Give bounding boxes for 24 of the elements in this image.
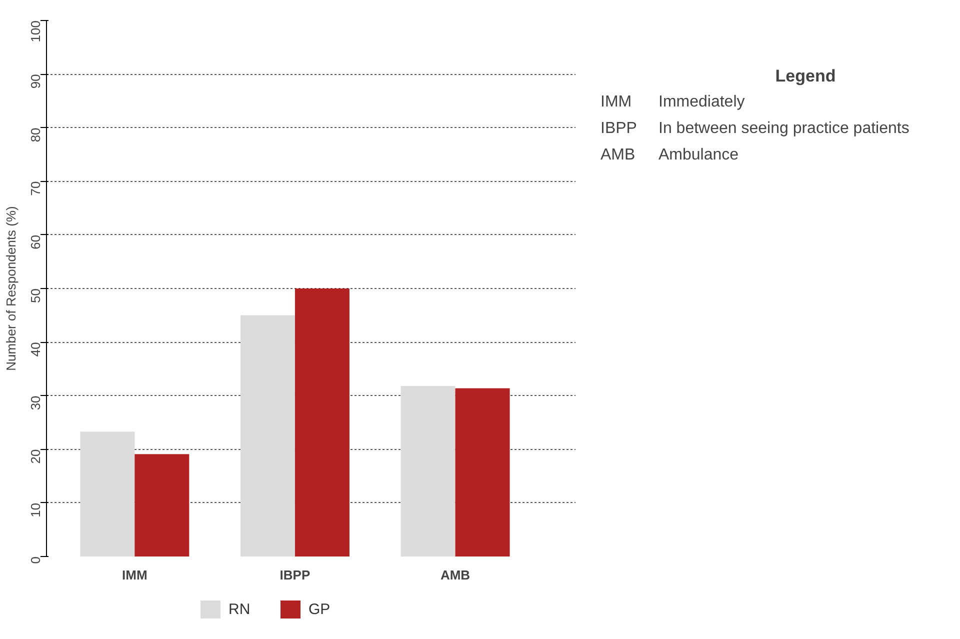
y-tick-label: 10 — [28, 502, 43, 518]
text: IMM — [600, 94, 632, 111]
y-axis-title: Number of Respondents (%) — [4, 206, 18, 371]
y-tick-label: 60 — [28, 234, 43, 250]
x-tick-label: IBPP — [280, 568, 310, 582]
x-tick-label: AMB — [440, 568, 470, 582]
y-tick-label: 40 — [28, 342, 43, 357]
text: Ambulance — [658, 146, 739, 164]
text: IBPP — [600, 120, 637, 138]
text: Legend — [775, 66, 836, 86]
legend-label: RN — [228, 601, 250, 618]
y-tick-label: 20 — [28, 449, 43, 464]
legend-label: GP — [308, 601, 330, 618]
x-tick-label: IMM — [122, 568, 148, 582]
text: In between seeing practice patients — [658, 120, 910, 138]
y-tick-label: 80 — [28, 128, 43, 142]
text: AMB — [600, 146, 636, 164]
y-tick-label: 100 — [28, 20, 43, 42]
y-tick-label: 0 — [28, 556, 43, 564]
y-tick-label: 70 — [28, 181, 43, 196]
y-tick-label: 30 — [28, 396, 43, 410]
y-tick-label: 50 — [28, 288, 43, 303]
y-tick-label: 90 — [28, 74, 43, 89]
text: Immediately — [658, 94, 745, 111]
